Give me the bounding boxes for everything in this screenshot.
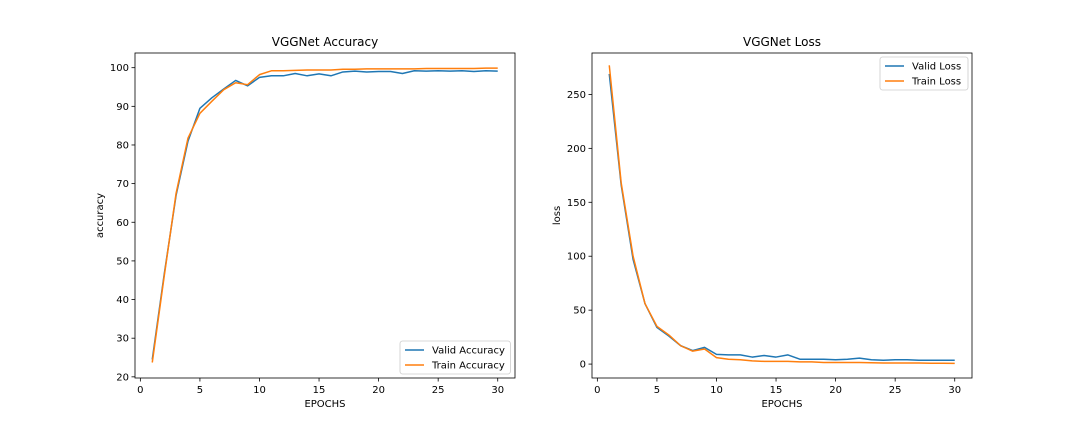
legend-label-train-accuracy: Train Accuracy — [431, 361, 505, 372]
legend-label-train-loss: Train Loss — [911, 77, 961, 88]
y-tick-label: 50 — [573, 306, 586, 317]
y-axis-label: accuracy — [95, 193, 106, 238]
series-line-valid-accuracy — [151, 70, 498, 360]
x-tick-label: 15 — [770, 385, 783, 396]
y-tick-label: 200 — [567, 144, 586, 155]
chart-title: VGGNet Accuracy — [272, 35, 378, 49]
y-tick-label: 20 — [116, 372, 129, 383]
series-line-train-loss — [608, 65, 955, 365]
y-tick-label: 100 — [567, 252, 586, 263]
y-tick-label: 60 — [116, 218, 129, 229]
chart-panel-2: 0 5 10 15 20 25 30 0 50 100 150 200 250 VGGNet Loss EP… — [552, 35, 973, 410]
x-tick-label: 20 — [829, 385, 842, 396]
x-tick-label: 10 — [710, 385, 723, 396]
plot-frame — [591, 52, 973, 379]
legend-label-valid-accuracy: Valid Accuracy — [432, 346, 505, 357]
y-tick-label: 100 — [110, 63, 129, 74]
x-tick-label: 15 — [313, 385, 326, 396]
x-tick-label: 0 — [594, 385, 600, 396]
series-line-train-accuracy — [151, 67, 498, 363]
legend-box — [399, 340, 511, 375]
plot-frame — [134, 52, 516, 379]
y-tick-label: 50 — [116, 256, 129, 267]
x-tick-label: 30 — [948, 385, 961, 396]
x-tick-label: 20 — [372, 385, 385, 396]
y-tick-label: 30 — [116, 334, 129, 345]
y-tick-label: 40 — [116, 295, 129, 306]
y-tick-label: 0 — [580, 360, 586, 371]
x-axis-label: EPOCHS — [304, 399, 345, 410]
series-line-valid-loss — [608, 73, 955, 362]
x-tick-label: 5 — [654, 385, 660, 396]
x-tick-label: 10 — [253, 385, 266, 396]
y-tick-label: 150 — [567, 198, 586, 209]
y-tick-label: 250 — [567, 90, 586, 101]
legend: Valid Loss Train Loss — [879, 56, 969, 91]
y-tick-label: 70 — [116, 179, 129, 190]
x-tick-label: 0 — [137, 385, 143, 396]
x-tick-label: 25 — [432, 385, 445, 396]
legend-label-valid-loss: Valid Loss — [912, 62, 961, 73]
y-tick-label: 90 — [116, 102, 129, 113]
x-axis-label: EPOCHS — [761, 399, 802, 410]
y-axis-label: loss — [552, 206, 563, 225]
legend: Valid Accuracy Train Accuracy — [399, 340, 511, 375]
x-tick-label: 30 — [491, 385, 504, 396]
chart-title: VGGNet Loss — [743, 35, 821, 49]
x-tick-label: 5 — [197, 385, 203, 396]
y-tick-label: 80 — [116, 140, 129, 151]
chart-panel-1: 0 5 10 15 20 25 30 20 30 40 50 60 70 80 90 100 VGGNet Ac… — [95, 35, 516, 410]
x-tick-label: 25 — [889, 385, 902, 396]
